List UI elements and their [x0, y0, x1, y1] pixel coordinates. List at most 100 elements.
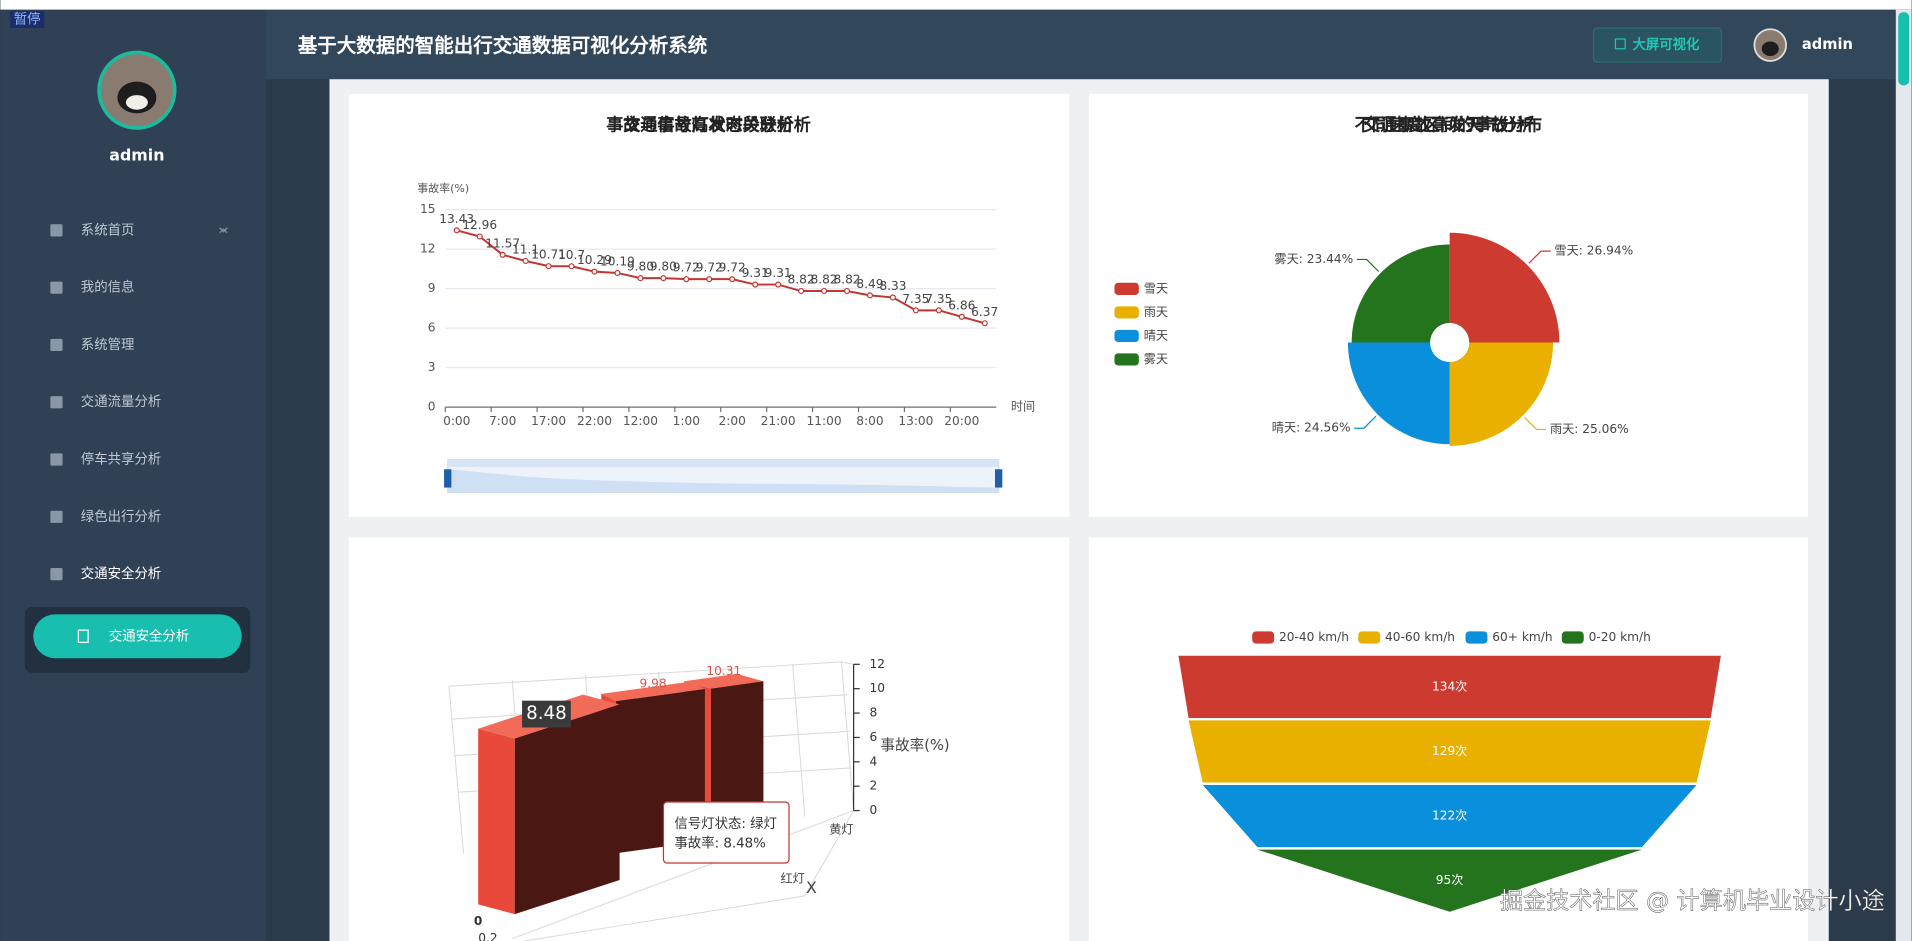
z-tick-label: 0 — [869, 803, 877, 817]
screen-button-label[interactable]: 大屏可视化 — [1632, 36, 1700, 53]
scrollbar-thumb[interactable] — [1898, 12, 1910, 86]
data-label: 8.82 — [810, 273, 837, 287]
point — [821, 287, 828, 295]
y-tick-label: 15 — [420, 202, 435, 216]
watermark: 掘金技术社区 @ 计算机毕业设计小途 — [1500, 888, 1885, 914]
bar-front — [514, 704, 620, 915]
pause-label[interactable]: 暂停 — [14, 11, 41, 28]
submenu-item[interactable]: 交通安全分析 — [109, 627, 189, 644]
z-tick-label: 2 — [869, 779, 877, 793]
data-label: 9.31 — [765, 266, 792, 280]
data-label: 122次 — [1432, 809, 1467, 823]
sidebar — [0, 9, 267, 941]
leader-line — [1356, 258, 1380, 272]
leader-line — [1524, 416, 1547, 431]
legend-swatch — [1358, 631, 1381, 644]
y-tick-label: 6 — [428, 321, 436, 335]
menu-item[interactable]: 停车共享分析 — [81, 451, 161, 468]
legend-swatch — [1114, 353, 1139, 366]
menu-icon — [50, 568, 63, 581]
data-label: 9.72 — [719, 261, 746, 275]
chart-title: 交通事故高发时段分析 — [623, 115, 793, 136]
menu-icon — [50, 281, 63, 294]
datazoom-handle[interactable] — [995, 469, 1003, 488]
x-tick-label: 22:00 — [577, 414, 612, 428]
z-axis-label: 事故率(%) — [880, 737, 949, 754]
y-tick-label: 9 — [428, 281, 436, 295]
screen-button[interactable] — [1592, 27, 1723, 63]
legend-label: 雨天 — [1144, 305, 1168, 319]
tooltip — [662, 801, 790, 864]
point — [775, 281, 782, 288]
legend-label: 60+ km/h — [1492, 630, 1552, 644]
legend-swatch — [1114, 306, 1139, 319]
data-label: 10.19 — [600, 255, 635, 269]
data-label: 9.72 — [673, 261, 700, 275]
menu-chevron — [219, 228, 228, 234]
point — [912, 307, 919, 314]
menu-item[interactable]: 系统首页 — [81, 222, 135, 238]
legend-swatch — [1252, 631, 1275, 644]
menu-item[interactable]: 交通流量分析 — [81, 393, 161, 410]
legend-label: 晴天 — [1144, 328, 1168, 342]
chart-title: 事故与信号灯状态关联分析 — [606, 115, 811, 136]
leader-line — [1528, 250, 1551, 264]
leader-line — [1354, 415, 1377, 429]
menu-item[interactable]: 交通安全分析 — [81, 565, 161, 582]
y-tick-label: 12 — [420, 242, 435, 256]
funnel-layer — [1257, 849, 1642, 912]
point — [958, 313, 965, 320]
menu-icon — [50, 510, 63, 523]
pie-slice — [1449, 232, 1560, 343]
pie-hole — [1430, 323, 1470, 363]
menu-item[interactable]: 绿色出行分析 — [81, 508, 161, 525]
card — [348, 93, 1070, 517]
data-label: 13.43 — [439, 212, 474, 226]
tooltip-line: 事故率: 8.48% — [674, 834, 765, 851]
menu-item[interactable]: 我的信息 — [81, 279, 135, 296]
data-label: 10.31 — [706, 664, 741, 678]
pie-slice — [1347, 342, 1450, 445]
legend-label: 20-40 km/h — [1279, 630, 1349, 644]
data-label: 10.71 — [531, 248, 566, 262]
label-box — [522, 700, 571, 728]
datazoom-handle[interactable] — [444, 469, 452, 488]
depth-tick-label: 0.2 — [478, 931, 497, 941]
x-tick-label: 黄灯 — [829, 823, 853, 837]
data-label: 9.98 — [640, 677, 667, 691]
y-tick-label: 0 — [428, 400, 436, 414]
slice-label: 晴天: 24.56% — [1272, 421, 1351, 435]
data-label: 8.33 — [879, 279, 906, 293]
avatar-figure — [125, 95, 148, 110]
submenu-active[interactable] — [33, 614, 242, 659]
data-label: 134次 — [1432, 679, 1467, 693]
pie-slice — [1449, 342, 1554, 446]
pause-badge[interactable] — [10, 10, 45, 29]
menu-icon — [50, 338, 63, 352]
data-label: 10.7 — [558, 248, 585, 262]
legend-swatch — [1114, 282, 1139, 295]
legend-swatch — [1465, 631, 1488, 644]
data-label: 12.96 — [462, 218, 497, 232]
submenu-icon — [77, 629, 89, 643]
y-axis-label: 事故率(%) — [417, 181, 469, 195]
header-title: 基于大数据的智能出行交通数据可视化分析系统 — [297, 34, 708, 57]
datazoom-shadow — [447, 469, 999, 493]
legend-label: 雪天 — [1144, 281, 1168, 295]
data-label: 10.29 — [577, 253, 612, 267]
depth-tick-label: 0 — [474, 914, 482, 928]
data-label: 8.82 — [788, 273, 815, 287]
header-user[interactable]: admin — [1802, 36, 1853, 53]
data-label: 11.57 — [485, 236, 520, 250]
data-label: 8.49 — [856, 277, 883, 291]
data-label: 6.37 — [971, 305, 998, 319]
sidebar-user: admin — [109, 146, 164, 165]
point — [889, 294, 896, 301]
point — [499, 251, 506, 258]
point — [568, 263, 575, 270]
funnel-layer — [1202, 784, 1697, 848]
y-tick-label: 3 — [428, 360, 436, 374]
menu-item[interactable]: 系统管理 — [81, 337, 135, 353]
